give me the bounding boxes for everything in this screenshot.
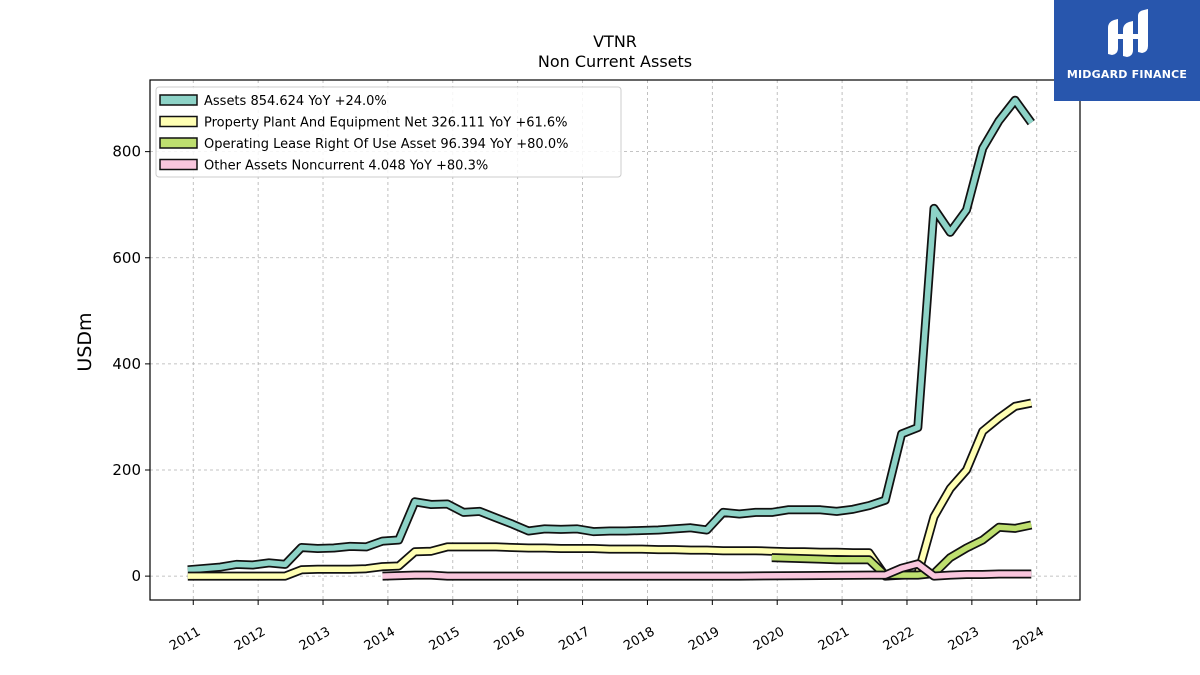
- x-tick-label: 2016: [492, 624, 528, 654]
- legend-swatch: [159, 158, 198, 171]
- chart-subtitle: Non Current Assets: [538, 52, 692, 71]
- y-tick-label: 200: [112, 461, 141, 479]
- brand-name: MIDGARD FINANCE: [1066, 68, 1188, 81]
- series-line-0: [187, 97, 1034, 573]
- series-line-2: [771, 522, 1032, 578]
- y-tick-label: 800: [112, 143, 141, 161]
- series-line-3: [382, 561, 1032, 579]
- x-tick-label: 2017: [556, 624, 592, 654]
- x-tick-label: 2019: [686, 624, 722, 654]
- legend-label: Other Assets Noncurrent 4.048 YoY +80.3%: [204, 159, 488, 174]
- brand-logo: MIDGARD FINANCE: [1054, 0, 1200, 101]
- x-tick-label: 2018: [621, 624, 657, 654]
- x-tick-label: 2023: [946, 624, 982, 654]
- legend-swatch: [159, 115, 198, 128]
- chart-title: VTNR: [593, 32, 637, 51]
- legend-box: [155, 86, 622, 178]
- x-tick-label: 2024: [1011, 624, 1047, 654]
- x-tick-label: 2011: [167, 624, 203, 654]
- legend-swatch: [159, 137, 198, 149]
- legend-label: Property Plant And Equipment Net 326.111…: [204, 116, 568, 131]
- y-tick-label: 400: [112, 355, 141, 373]
- x-tick-label: 2022: [881, 624, 917, 654]
- legend: Assets 854.624 YoY +24.0% Property Plant …: [155, 86, 622, 178]
- legend-label: Operating Lease Right Of Use Asset 96.39…: [204, 137, 568, 152]
- grid-lines: [150, 80, 1080, 600]
- x-tick-label: 2020: [751, 624, 787, 654]
- x-tick-label: 2015: [427, 624, 463, 654]
- plot-area-frame: [149, 79, 1081, 601]
- x-tick-label: 2013: [297, 624, 333, 654]
- y-tick-label: 600: [112, 249, 141, 267]
- legend-swatch: [159, 94, 198, 106]
- legend-label: Assets 854.624 YoY +24.0%: [204, 94, 387, 109]
- y-tick-label: 0: [131, 567, 141, 585]
- x-tick-label: 2014: [362, 624, 398, 654]
- x-tick-label: 2012: [232, 624, 268, 654]
- x-tick-label: 2021: [816, 624, 852, 654]
- y-axis-label: USDm: [74, 312, 96, 371]
- series-lines: [187, 95, 1035, 581]
- brand-mark-icon: [1108, 9, 1148, 57]
